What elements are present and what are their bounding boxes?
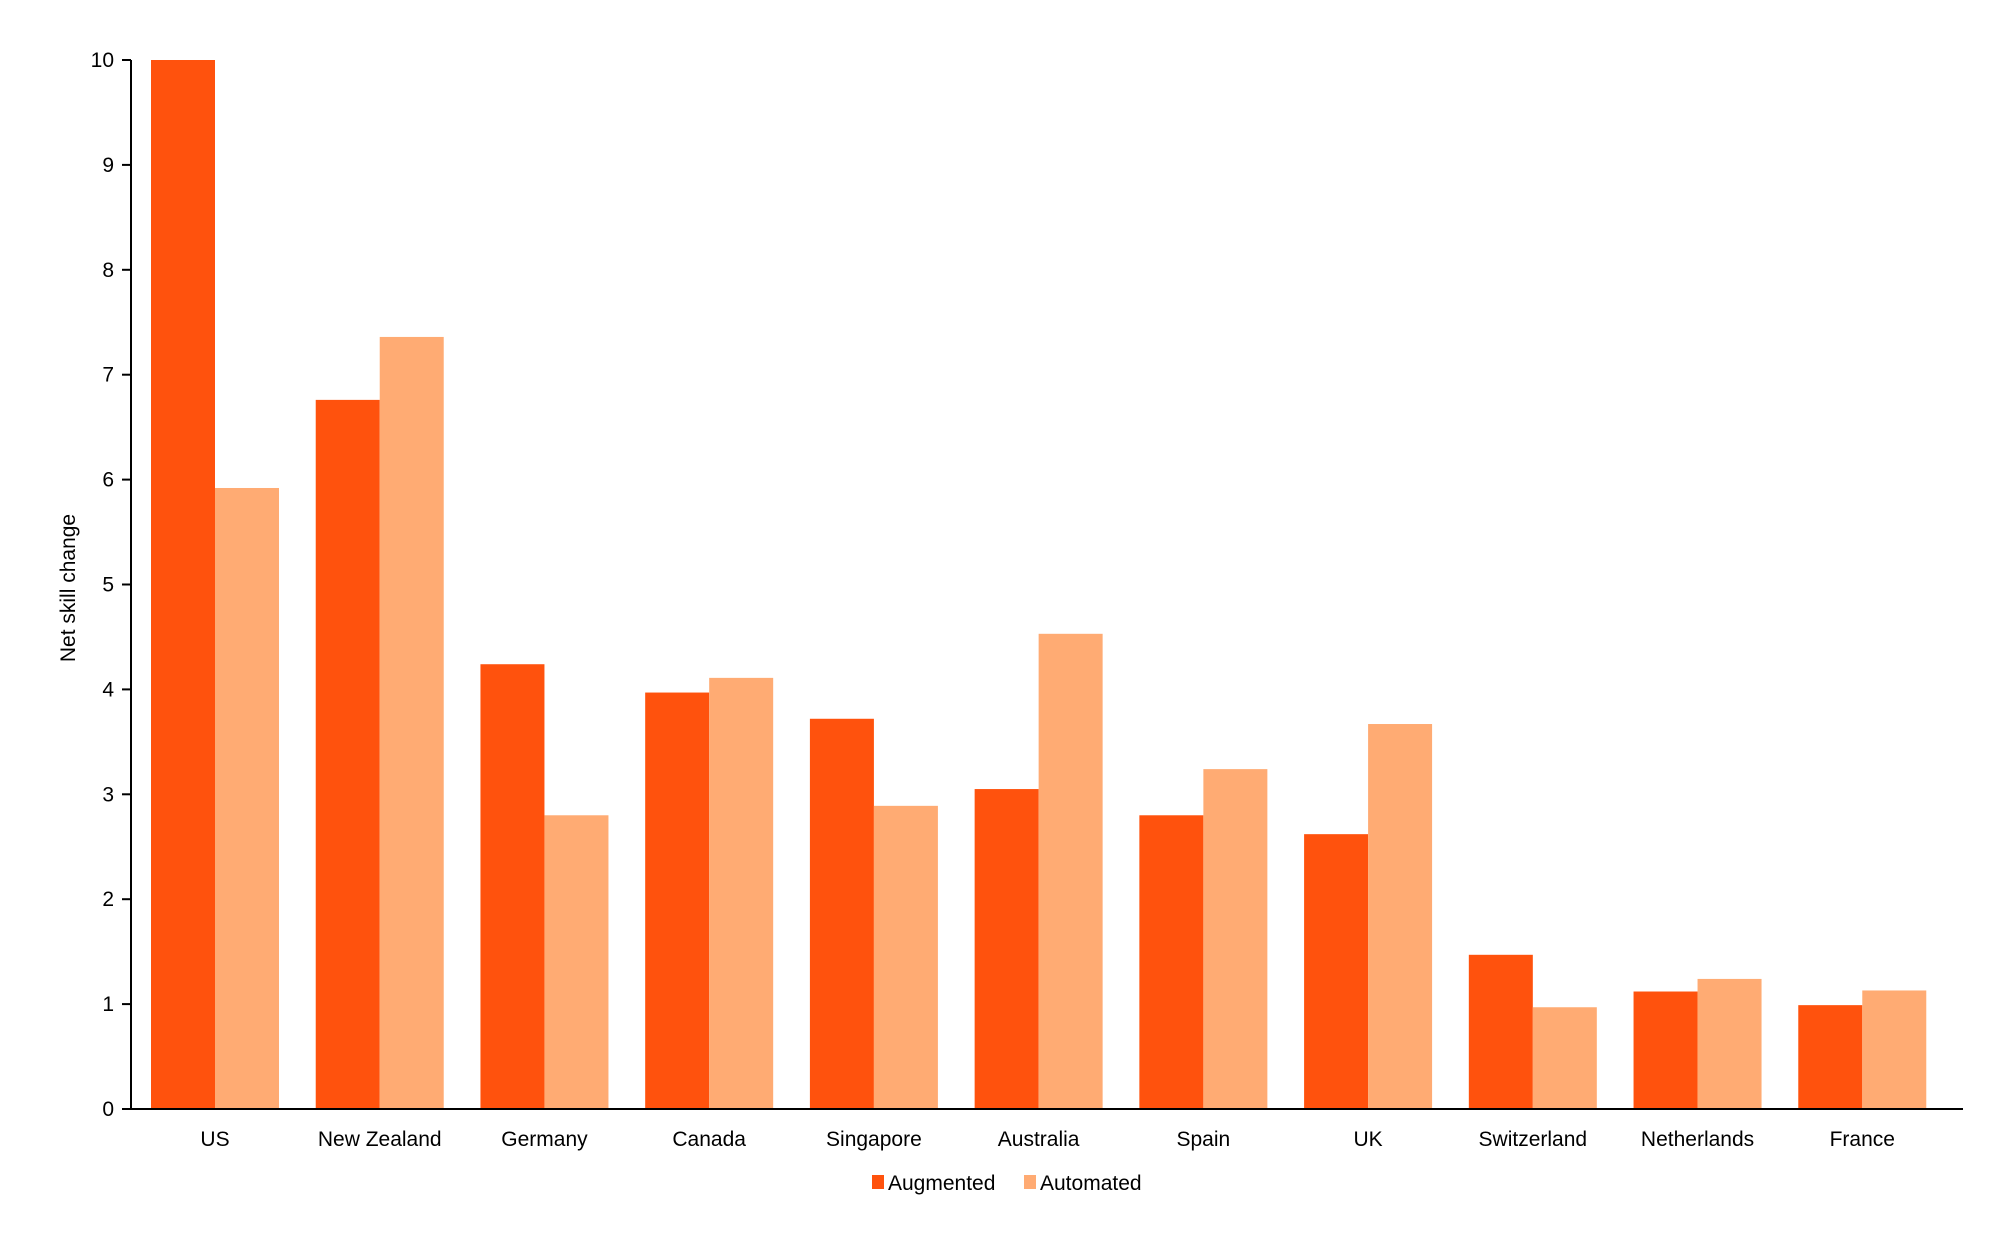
legend-label-automated: Automated [1040, 1172, 1142, 1195]
bar-automated-france [1862, 990, 1927, 1109]
bar-automated-canada [709, 677, 774, 1109]
y-tick-label: 8 [102, 259, 114, 282]
y-tick-label: 1 [102, 993, 114, 1016]
x-category-label: Singapore [826, 1128, 922, 1151]
bar-augmented-france [1798, 1005, 1863, 1109]
bar-augmented-new-zealand [315, 399, 380, 1110]
x-category-label: Canada [672, 1128, 746, 1151]
bar-augmented-uk [1304, 834, 1369, 1109]
y-tick-label: 3 [102, 783, 114, 806]
bar-automated-australia [1038, 633, 1103, 1109]
bar-automated-netherlands [1697, 978, 1762, 1109]
legend-swatch-automated [1024, 1175, 1036, 1189]
bar-augmented-us [151, 60, 215, 1109]
x-category-label: Australia [998, 1128, 1080, 1151]
bar-automated-new-zealand [379, 336, 444, 1109]
bar-automated-us [215, 487, 279, 1109]
x-category-label: US [200, 1128, 229, 1151]
bar-augmented-netherlands [1633, 991, 1698, 1109]
y-tick-label: 5 [102, 574, 114, 597]
bar-automated-switzerland [1532, 1007, 1597, 1109]
y-tick-label: 4 [102, 678, 114, 701]
bar-augmented-germany [480, 664, 545, 1109]
legend: Augmented Automated [872, 1172, 1142, 1195]
x-category-label: France [1830, 1128, 1895, 1151]
y-axis-title: Net skill change [57, 514, 80, 662]
bar-automated-singapore [873, 805, 938, 1109]
y-tick-label: 2 [102, 888, 114, 911]
x-category-label: Germany [501, 1128, 588, 1151]
bar-augmented-australia [974, 789, 1039, 1109]
x-category-label: Spain [1177, 1128, 1231, 1151]
bars [151, 60, 1927, 1110]
x-axis-labels: US New Zealand Germany Canada Singapore Austr… [200, 1128, 1895, 1151]
x-category-label: Switzerland [1479, 1128, 1588, 1151]
legend-label-augmented: Augmented [888, 1172, 995, 1195]
bar-augmented-canada [645, 692, 710, 1109]
y-tick-label: 6 [102, 469, 114, 492]
y-tick-label: 9 [102, 154, 114, 177]
bar-augmented-switzerland [1468, 954, 1533, 1109]
x-category-label: New Zealand [318, 1128, 442, 1151]
legend-swatch-augmented [872, 1175, 884, 1189]
x-category-label: UK [1353, 1128, 1382, 1151]
bar-automated-spain [1203, 769, 1268, 1109]
y-tick-label: 0 [102, 1098, 114, 1121]
y-tick-label: 10 [91, 49, 114, 72]
y-axis-ticks: 0 1 2 3 4 5 6 7 8 9 10 [91, 49, 131, 1121]
y-tick-label: 7 [102, 364, 114, 387]
x-category-label: Netherlands [1641, 1128, 1754, 1151]
bar-automated-germany [544, 815, 609, 1109]
bar-augmented-singapore [809, 718, 874, 1109]
bar-automated-uk [1368, 724, 1433, 1109]
bar-augmented-spain [1139, 815, 1204, 1109]
